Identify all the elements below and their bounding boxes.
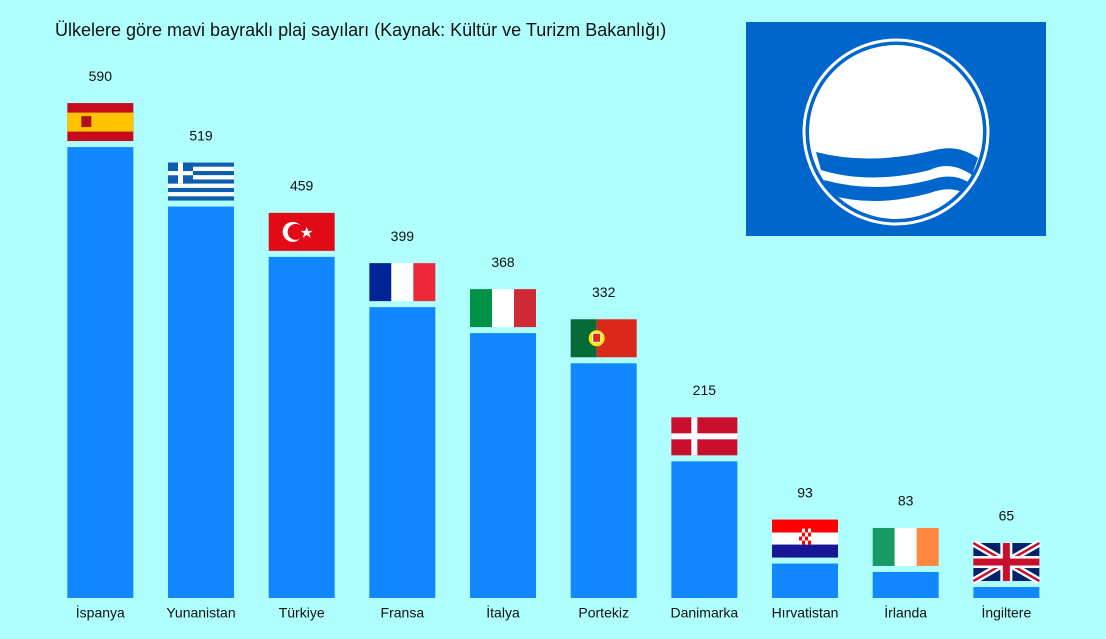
flag-part bbox=[799, 536, 803, 541]
flag-part bbox=[916, 527, 939, 566]
flag-part bbox=[772, 544, 839, 558]
value-label: 459 bbox=[290, 178, 314, 194]
blue-flag-logo bbox=[746, 22, 1046, 236]
flag-part bbox=[808, 528, 812, 533]
flag-part bbox=[592, 332, 602, 343]
x-tick-label: Türkiye bbox=[279, 605, 325, 621]
x-tick-label: Yunanistan bbox=[166, 605, 235, 621]
flag-part bbox=[168, 192, 235, 197]
bar bbox=[772, 563, 839, 598]
flag-part bbox=[391, 263, 414, 302]
x-tick-label: Hırvatistan bbox=[772, 605, 839, 621]
chart-title: Ülkelere göre mavi bayraklı plaj sayılar… bbox=[55, 20, 666, 40]
flag-part bbox=[799, 540, 803, 545]
x-tick-label: İrlanda bbox=[884, 604, 927, 621]
flag-part bbox=[872, 527, 895, 566]
flag-part bbox=[808, 532, 812, 537]
country-flag bbox=[369, 263, 436, 302]
bar bbox=[570, 363, 637, 598]
flag-part bbox=[168, 175, 235, 180]
country-flag bbox=[268, 212, 335, 251]
flag-part bbox=[802, 532, 806, 537]
flag-part bbox=[514, 289, 537, 328]
x-tick-label: İspanya bbox=[76, 604, 125, 621]
flag-part bbox=[492, 289, 515, 328]
flag-part bbox=[802, 536, 806, 541]
bar bbox=[268, 256, 335, 598]
x-tick-label: Fransa bbox=[381, 605, 425, 621]
flag-part bbox=[805, 532, 809, 537]
country-flag bbox=[570, 319, 637, 358]
flag-part bbox=[168, 171, 194, 176]
flag-part bbox=[805, 528, 809, 533]
country-flag bbox=[872, 527, 939, 566]
x-tick-label: Portekiz bbox=[578, 605, 629, 621]
country-flag bbox=[470, 289, 537, 328]
country-flag bbox=[971, 539, 1042, 585]
country-flag bbox=[772, 519, 839, 558]
x-tick-label: Danimarka bbox=[671, 605, 739, 621]
flag-part bbox=[671, 433, 738, 440]
flag-part bbox=[973, 558, 1040, 566]
flag-part bbox=[168, 187, 235, 193]
x-tick-label: İngiltere bbox=[981, 604, 1031, 621]
flag-part bbox=[808, 540, 812, 545]
bar bbox=[671, 461, 738, 598]
flag-part bbox=[81, 116, 92, 128]
flag-part bbox=[799, 528, 803, 533]
flag-part bbox=[413, 263, 436, 302]
flag-part bbox=[369, 263, 392, 302]
flag-part bbox=[805, 540, 809, 545]
flag-part bbox=[470, 289, 493, 328]
flag-part bbox=[799, 532, 803, 537]
flag-part bbox=[168, 162, 235, 167]
flag-part bbox=[802, 528, 806, 533]
value-label: 332 bbox=[592, 284, 616, 300]
value-label: 93 bbox=[797, 484, 813, 500]
value-label: 65 bbox=[999, 508, 1015, 524]
flag-part bbox=[894, 527, 917, 566]
flag-part bbox=[772, 519, 839, 533]
bar bbox=[67, 147, 134, 598]
bar bbox=[872, 571, 939, 598]
flag-part bbox=[300, 226, 313, 238]
flag-part bbox=[168, 179, 235, 184]
value-label: 215 bbox=[693, 382, 717, 398]
bar bbox=[369, 307, 436, 598]
country-flag bbox=[168, 162, 235, 201]
flag-part bbox=[808, 536, 812, 541]
flag-part bbox=[168, 183, 235, 188]
value-label: 519 bbox=[189, 127, 213, 143]
country-flag bbox=[671, 417, 738, 456]
value-label: 368 bbox=[491, 254, 515, 270]
value-label: 83 bbox=[898, 493, 914, 509]
x-tick-label: İtalya bbox=[486, 604, 520, 621]
value-label: 590 bbox=[89, 68, 113, 84]
flag-part bbox=[168, 196, 235, 201]
flag-part bbox=[67, 112, 134, 132]
bar bbox=[973, 587, 1040, 598]
flag-part bbox=[805, 536, 809, 541]
flag-part bbox=[168, 171, 235, 176]
bar bbox=[168, 206, 235, 598]
country-flag bbox=[67, 103, 134, 142]
bar bbox=[470, 333, 537, 598]
flag-part bbox=[802, 540, 806, 545]
value-label: 399 bbox=[391, 228, 415, 244]
flag-part bbox=[287, 223, 304, 240]
flag-part bbox=[168, 166, 235, 172]
